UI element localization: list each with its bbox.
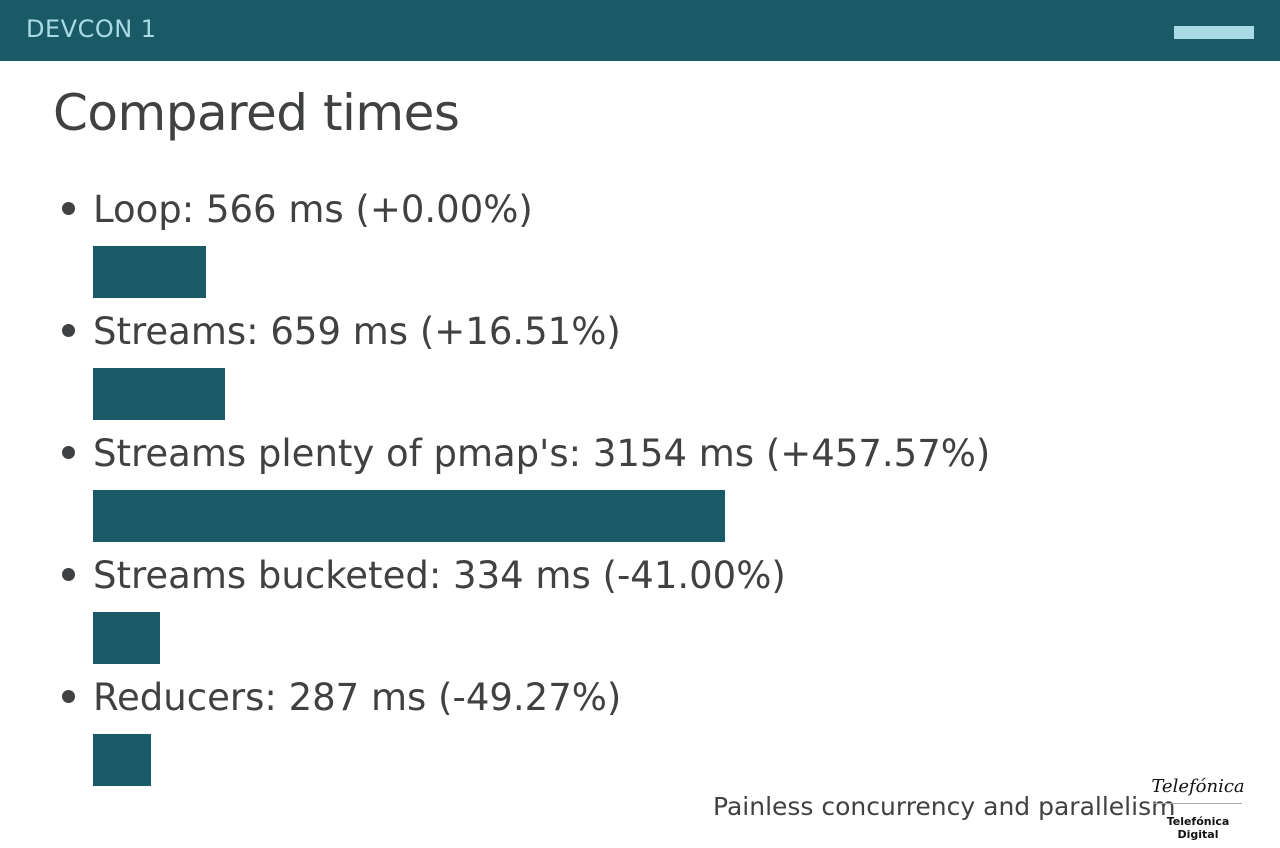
slide-title: Compared times <box>53 84 460 142</box>
event-brand: DEVCON 1 <box>26 15 157 43</box>
header-bar: DEVCON 1 <box>0 0 1280 61</box>
chart-item: Loop: 566 ms (+0.00%) <box>0 180 1280 302</box>
chart-data-label: Loop: 566 ms (+0.00%) <box>93 188 533 231</box>
logo-subtitle: Telefónica Digital <box>1166 815 1230 841</box>
chart-data-label: Reducers: 287 ms (-49.27%) <box>93 676 622 719</box>
bullet-icon <box>62 568 75 581</box>
chart-item: Streams: 659 ms (+16.51%) <box>0 302 1280 424</box>
chart-item: Streams plenty of pmap's: 3154 ms (+457.… <box>0 424 1280 546</box>
bullet-icon <box>62 202 75 215</box>
logo-wordmark: Telefónica <box>1151 776 1245 797</box>
chart-data-label: Streams: 659 ms (+16.51%) <box>93 310 621 353</box>
bullet-icon <box>62 324 75 337</box>
slide-progress-fill <box>1174 26 1254 39</box>
chart-data-label: Streams plenty of pmap's: 3154 ms (+457.… <box>93 432 991 475</box>
chart-bar <box>93 734 151 786</box>
chart-bar <box>93 612 160 664</box>
chart-bar <box>93 368 225 420</box>
logo-divider <box>1154 803 1242 804</box>
chart-data-label: Streams bucketed: 334 ms (-41.00%) <box>93 554 786 597</box>
chart-item: Reducers: 287 ms (-49.27%) <box>0 668 1280 790</box>
telefonica-logo: Telefónica Telefónica Digital <box>1148 776 1248 841</box>
chart-item: Streams bucketed: 334 ms (-41.00%) <box>0 546 1280 668</box>
chart-bar <box>93 246 206 298</box>
presentation-title: Painless concurrency and parallelism <box>713 792 1176 821</box>
chart-bar <box>93 490 725 542</box>
bullet-icon <box>62 446 75 459</box>
slide-progress-bar <box>1174 26 1254 39</box>
bullet-icon <box>62 690 75 703</box>
